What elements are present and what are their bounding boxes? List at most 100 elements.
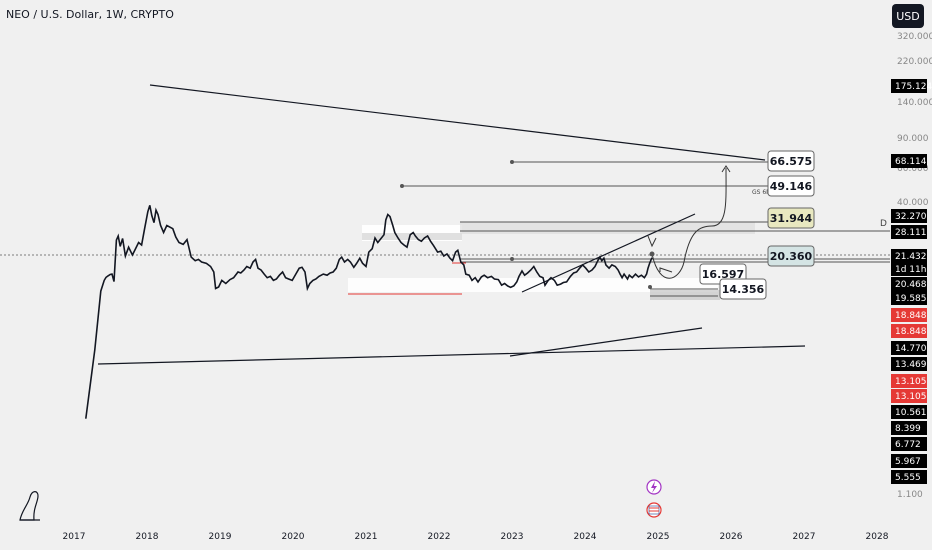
price-label-bg [891,357,927,371]
price-label-bg [891,374,927,388]
x-tick-label: 2019 [209,532,232,542]
x-tick-label: 2025 [647,532,670,542]
x-axis: 2017 2018 2019 2020 2021 2022 2023 2024 2025 2026… [63,532,889,542]
level-label-box [767,175,815,197]
current-price-marker [649,251,655,257]
y-tick-label: 140.000 [897,98,932,108]
price-label-bg [891,437,927,451]
price-line [85,205,653,419]
level-label: 16.597 [702,268,744,281]
shaded-zone [348,278,718,292]
x-tick-label: 2021 [355,532,378,542]
price-label-bg [891,291,927,305]
price-label-bg [891,389,927,403]
level-label: 66.575 [770,155,812,168]
price-label-bg [891,421,927,435]
channel-bottom-line [509,327,703,357]
x-tick-label: 2020 [282,532,305,542]
y-axis: 320.000 220.000 140.000 90.000 60.000 40.000 1… [897,32,932,500]
upper-trendline [149,84,766,161]
price-label: 19.585 [895,294,927,304]
level-label-box [719,278,767,300]
projection-arrowhead [721,165,731,173]
annotation-gs-6m: GS 6M [752,189,771,196]
price-label: 8.399 [895,424,921,434]
shaded-zone [650,290,720,300]
price-label: 6.772 [895,440,921,450]
level-label: 14.356 [722,283,765,296]
price-label: 32.270 [895,212,927,222]
price-label: 5.555 [895,473,921,483]
price-label-bg [891,324,927,338]
x-tick-label: 2024 [574,532,597,542]
price-label-bg [891,262,927,276]
x-tick-label: 2026 [720,532,743,542]
level-label-box [767,245,815,267]
price-label-bg [891,454,927,468]
price-label: 13.105 [895,392,927,402]
projection-arrow [659,267,673,273]
x-tick-label: 2027 [793,532,816,542]
currency-button[interactable]: USD [892,4,924,28]
price-label-bg [891,154,927,168]
level-labels: 66.575 49.146 31.944 20.360 16.597 14.356 [699,150,815,300]
price-label: 18.848 [895,311,927,321]
tradingview-logo [19,491,40,521]
level-anchor-dot [400,184,404,188]
price-label: 175.124 [895,82,932,92]
x-tick-label: 2028 [866,532,889,542]
y-tick-label: 220.000 [897,57,932,67]
price-label: 13.469 [895,360,927,370]
price-label: 20.468 [895,280,927,290]
y-tick-label: 90.000 [897,134,929,144]
level-label-box [767,207,815,229]
price-label-bg [891,277,927,291]
trend-lines [97,84,806,365]
price-label-bg [891,209,927,223]
x-tick-label: 2023 [501,532,524,542]
price-label-bg [891,405,927,419]
price-axis-labels: 175.124 68.114 32.270 28.111 21.432 1d 11h 20.… [891,79,932,484]
lower-trendline [97,345,806,365]
lightning-event-icon [646,479,662,495]
price-label-bg [891,249,927,263]
level-anchor-dot [510,160,514,164]
level-label: 31.944 [770,212,813,225]
price-label: 18.848 [895,327,927,337]
price-label: 68.114 [895,157,927,167]
level-lines [348,161,890,297]
annotation-d: D [880,219,887,229]
price-label: 28.111 [895,228,927,238]
price-label-bg [891,341,927,355]
price-label: 10.561 [895,408,927,418]
price-label-bg [891,308,927,322]
price-label: 21.432 [895,252,927,262]
x-tick-label: 2018 [136,532,159,542]
projection-curve [651,167,727,279]
shaded-zone [460,222,755,234]
y-tick-label: 60.000 [897,164,929,174]
shaded-zone [362,233,462,240]
level-label: 49.146 [770,180,813,193]
level-label: 20.360 [770,250,813,263]
y-tick-label: 1.100 [897,490,923,500]
channel-top-line [521,213,696,293]
projection-arrow [647,235,657,248]
price-label: 5.967 [895,457,921,467]
y-tick-label: 320.000 [897,32,932,42]
y-tick-label: 40.000 [897,198,929,208]
symbol-title: NEO / U.S. Dollar, 1W, CRYPTO [6,8,174,21]
price-label-bg [891,470,927,484]
x-tick-label: 2022 [428,532,451,542]
x-tick-label: 2017 [63,532,86,542]
level-anchor-dot [510,257,514,261]
price-label: 13.105 [895,377,927,387]
flag-event-icon [646,502,662,518]
price-label-bg [891,79,927,93]
level-anchor-dot [648,285,652,289]
price-label-bg [891,225,927,239]
level-label-box [767,150,815,172]
price-label: 1d 11h [895,265,926,275]
price-label: 14.770 [895,344,927,354]
